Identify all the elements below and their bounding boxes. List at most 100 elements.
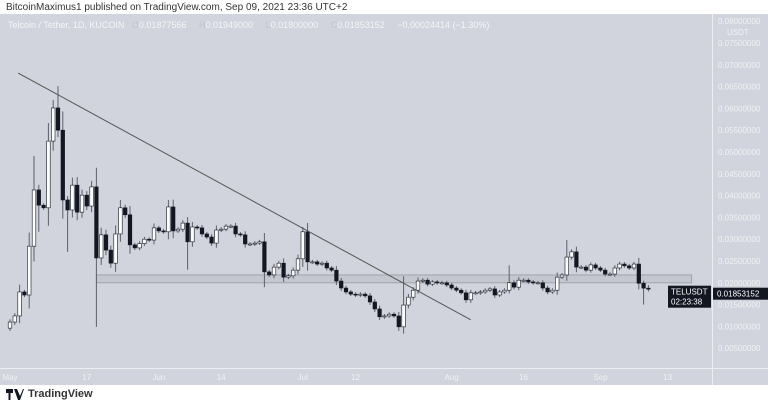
candle-up: [406, 296, 411, 306]
candle-down: [367, 295, 373, 303]
candle-down: [334, 269, 339, 282]
candle-up: [516, 279, 521, 288]
candle-down: [36, 189, 41, 206]
candle-up: [521, 279, 526, 282]
price-tick-label: 0.08000000: [718, 17, 761, 26]
legend-close: 0.01853152: [337, 20, 385, 30]
candle-down: [343, 287, 349, 293]
time-axis: [0, 369, 712, 385]
candle-up: [118, 207, 123, 235]
candle-up: [252, 242, 257, 245]
price-tick-label: 0.02500000: [718, 257, 761, 266]
legend-high-label: H: [199, 20, 206, 30]
candle-up: [319, 262, 325, 265]
legend-open: 0.01877566: [138, 20, 187, 30]
price-tick-label: 0.04000000: [718, 192, 761, 201]
candle-up: [137, 243, 142, 249]
support-zone: [95, 274, 693, 284]
candle-up: [569, 251, 574, 258]
candle-down: [583, 266, 589, 271]
candle-up: [607, 273, 613, 276]
descending-trendline: [17, 72, 472, 321]
price-tick-label: 0.05500000: [718, 126, 761, 135]
candle-up: [555, 276, 560, 291]
price-tick-label: 0.01500000: [718, 301, 761, 310]
candle-down: [329, 267, 334, 271]
candle-down: [22, 291, 27, 296]
bar-countdown: 02:23:38: [671, 298, 703, 307]
candle-up: [507, 282, 512, 291]
candle-down: [243, 234, 248, 245]
price-tick-label: 0.06000000: [718, 104, 761, 113]
price-tick-label: 0.01000000: [718, 322, 761, 331]
candle-down: [636, 263, 641, 284]
candle-up: [420, 279, 425, 282]
axis-corner: [713, 369, 768, 385]
legend-low-label: L: [265, 20, 271, 30]
candle-up: [483, 289, 488, 293]
candle-down: [531, 281, 536, 284]
time-tick-label: Jun: [152, 373, 165, 382]
candle-down: [545, 287, 550, 293]
candle-up: [219, 228, 224, 231]
candle-up: [478, 291, 483, 294]
candle-down: [540, 282, 545, 289]
candle-down: [492, 288, 497, 296]
time-tick-label: Aug: [444, 373, 458, 382]
candle-down: [161, 230, 166, 233]
candle-down: [41, 204, 46, 209]
tradingview-logo-icon: [6, 388, 24, 400]
time-tick-label: 12: [351, 373, 360, 382]
candle-down: [627, 265, 632, 269]
candle-down: [60, 129, 65, 201]
candle-down: [315, 261, 320, 265]
candle-down: [132, 244, 137, 249]
time-tick-label: Sep: [593, 373, 608, 382]
legend-open-label: O: [131, 20, 139, 30]
candle-up: [535, 282, 541, 285]
candle-down: [55, 107, 61, 131]
candle-down: [171, 206, 176, 232]
candle-up: [631, 263, 637, 269]
candle-down: [593, 264, 598, 269]
candle-down: [353, 293, 358, 296]
candle-down: [459, 289, 464, 294]
candle-up: [7, 321, 13, 329]
candle-down: [75, 184, 80, 213]
candle-down: [324, 262, 329, 269]
candle-down: [281, 262, 286, 278]
candle-down: [84, 194, 89, 207]
candle-up: [564, 256, 569, 276]
candle-down: [598, 267, 603, 271]
ohlc-legend: Telcoin / Tether, 1D, KUCOIN O0.01877566…: [8, 20, 494, 30]
publisher-line: BitcoinMaximus1 published on TradingView…: [6, 2, 348, 13]
candle-up: [70, 184, 75, 211]
last-price-label: 0.01853152: [717, 290, 760, 299]
candle-down: [103, 234, 109, 251]
candle-down: [444, 282, 449, 286]
candle-up: [502, 289, 507, 293]
candlestick-chart[interactable]: 0.00500000 0.01000000 0.01500000 0.02000000…: [0, 14, 768, 386]
candle-up: [175, 228, 181, 232]
candle-up: [473, 292, 478, 295]
candle-up: [12, 315, 17, 323]
candle-up: [559, 274, 565, 278]
candle-up: [27, 245, 32, 296]
candle-up: [79, 194, 85, 213]
candle-down: [396, 315, 401, 328]
candle-down: [108, 249, 113, 264]
candle-down: [435, 281, 440, 284]
candle-up: [46, 140, 51, 209]
time-tick-label: Jul: [298, 373, 308, 382]
legend-change: −0.00024414 (−1.30%): [397, 20, 490, 30]
candle-down: [156, 227, 161, 232]
candle-up: [166, 206, 171, 233]
candle-up: [228, 225, 233, 228]
candle-up: [300, 231, 305, 260]
candle-up: [17, 291, 22, 317]
candle-up: [550, 289, 555, 293]
price-tick-label: 0.04500000: [718, 170, 761, 179]
candle-up: [401, 304, 406, 328]
candle-down: [204, 233, 209, 238]
candle-up: [310, 261, 315, 264]
